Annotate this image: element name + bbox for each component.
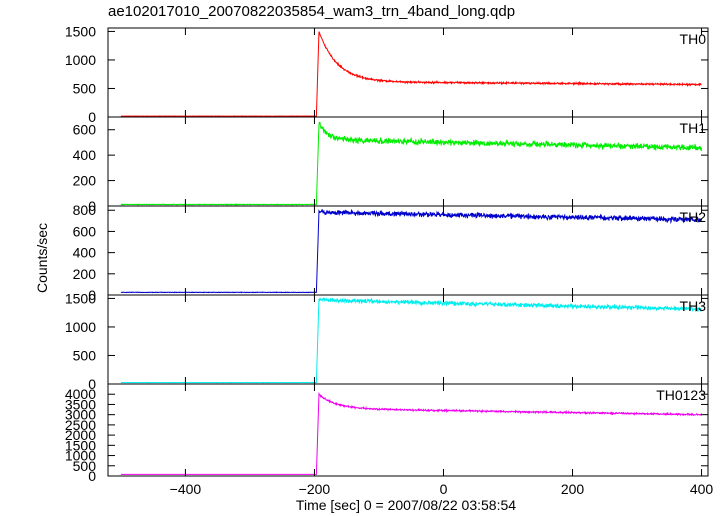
y-tick-label: 1000 <box>65 52 96 68</box>
y-tick-label: 1000 <box>65 319 96 335</box>
y-tick-label: 200 <box>73 173 97 189</box>
y-tick-label: 0 <box>88 198 96 214</box>
panel-label-th0123: TH0123 <box>656 387 706 403</box>
series-line-th0123 <box>120 392 703 475</box>
y-tick-label: 0 <box>88 376 96 392</box>
y-tick-label: 0 <box>88 287 96 303</box>
y-tick-label: 1500 <box>65 23 96 39</box>
y-tick-label: 2500 <box>65 417 96 433</box>
y-tick-label: 3500 <box>65 396 96 412</box>
panel-frame-th0123 <box>107 383 709 477</box>
y-tick-label: 4000 <box>65 386 96 402</box>
panel-frame-th1 <box>107 116 709 207</box>
panel-label-th3: TH3 <box>680 298 707 314</box>
series-line-th0 <box>120 31 702 117</box>
y-tick-label: 3000 <box>65 407 96 423</box>
y-tick-label: 2000 <box>65 427 96 443</box>
y-tick-label: 200 <box>73 266 97 282</box>
y-tick-label: 600 <box>73 223 97 239</box>
series-line-th1 <box>120 121 703 206</box>
series-line-th3 <box>120 297 703 384</box>
x-tick-label: 400 <box>690 481 714 497</box>
chart-title: ae102017010_20070822035854_wam3_trn_4ban… <box>108 3 516 20</box>
panel-label-th2: TH2 <box>680 209 707 225</box>
panel-label-th1: TH1 <box>680 120 707 136</box>
y-tick-label: 1000 <box>65 448 96 464</box>
y-tick-label: 1500 <box>65 290 96 306</box>
y-tick-label: 400 <box>73 245 97 261</box>
y-tick-label: 600 <box>73 122 97 138</box>
x-tick-label: 0 <box>440 481 448 497</box>
x-tick-label: 200 <box>561 481 585 497</box>
y-tick-label: 400 <box>73 147 97 163</box>
x-tick-label: −400 <box>170 481 202 497</box>
y-tick-label: 500 <box>73 347 97 363</box>
series-line-th2 <box>120 208 703 294</box>
x-axis-label: Time [sec] 0 = 2007/08/22 03:58:54 <box>295 497 517 513</box>
y-tick-label: 0 <box>88 109 96 125</box>
panel-frame-th0 <box>107 27 709 118</box>
panel-label-th0: TH0 <box>680 31 707 47</box>
y-tick-label: 500 <box>73 458 97 474</box>
x-tick-label: −200 <box>299 481 331 497</box>
y-tick-label: 800 <box>73 202 97 218</box>
y-tick-label: 500 <box>73 80 97 96</box>
y-tick-label: 0 <box>88 468 96 484</box>
y-tick-label: 1500 <box>65 437 96 453</box>
